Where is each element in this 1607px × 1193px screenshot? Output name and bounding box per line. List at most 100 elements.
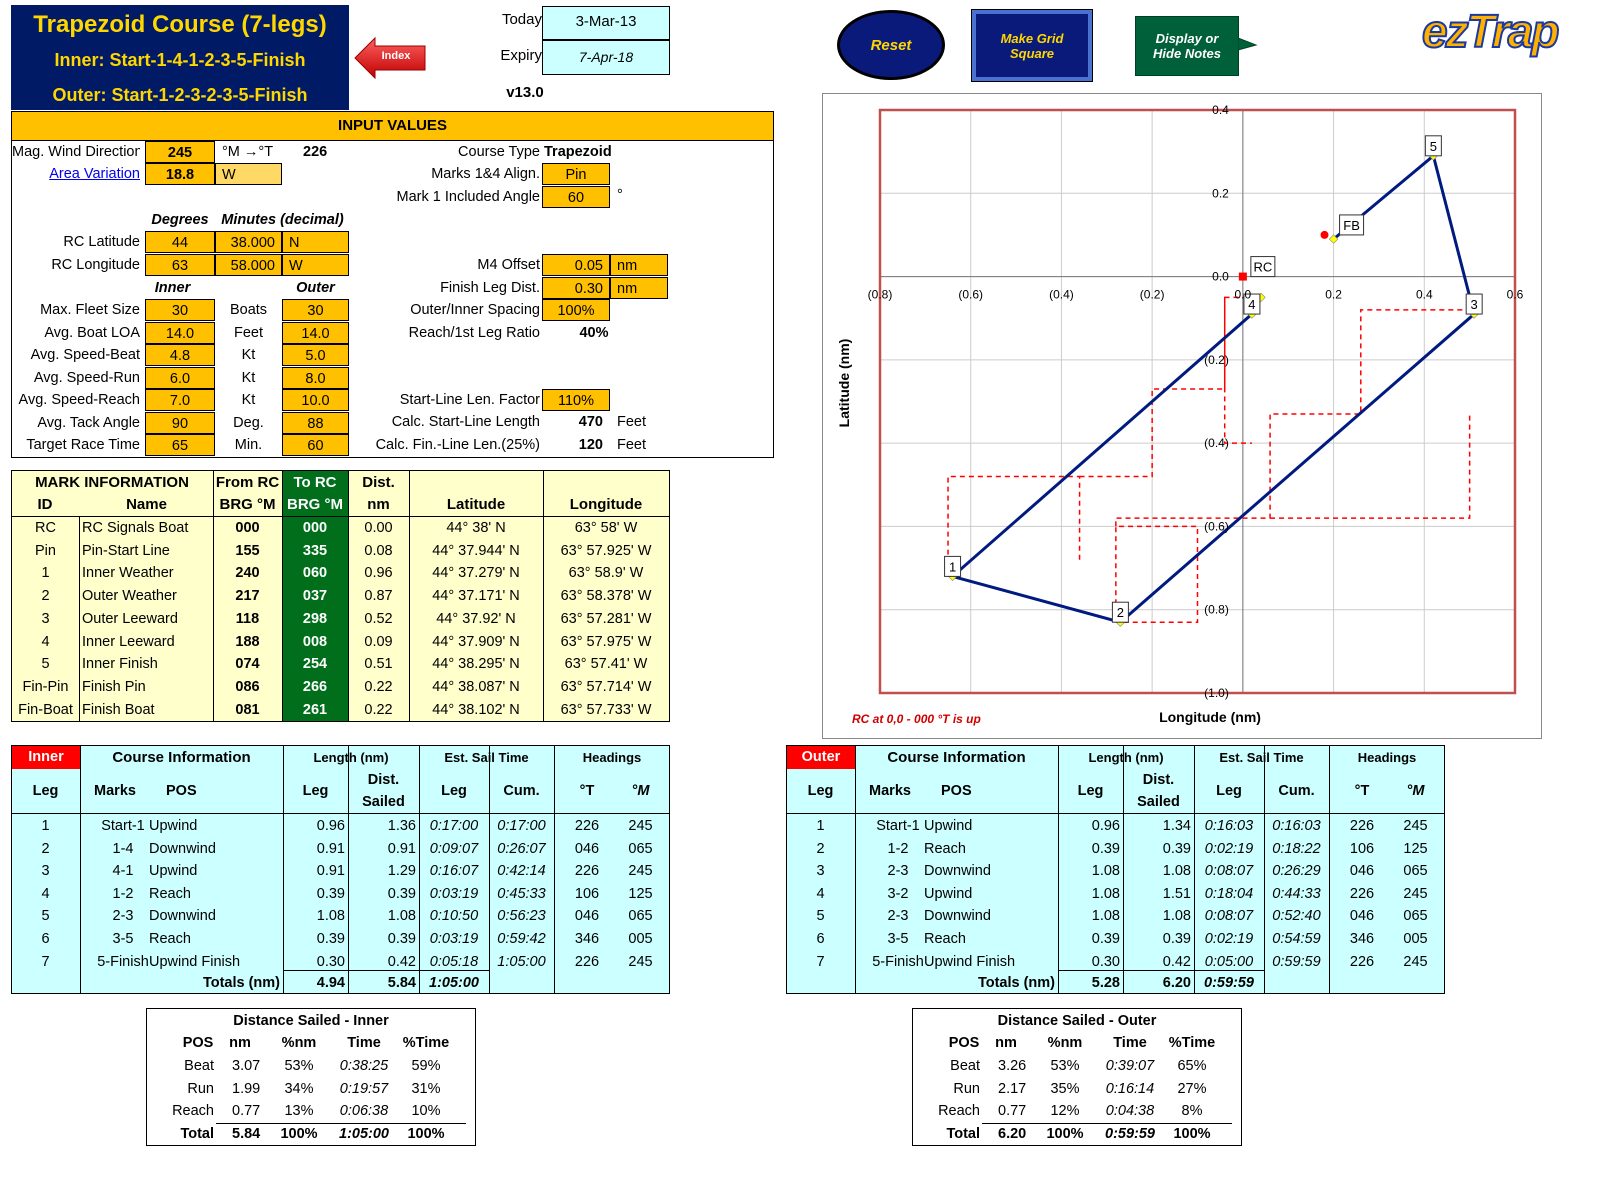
input-values-title: INPUT VALUES: [12, 112, 773, 141]
col-divider: [1264, 746, 1265, 993]
rc-lon-label: RC Longitude: [51, 257, 140, 273]
col-divider: [855, 746, 856, 993]
rc-lon-min[interactable]: 58.000: [215, 254, 282, 276]
course-leg: 2: [41, 840, 50, 857]
total-len: 5.28: [1091, 975, 1120, 991]
align-input[interactable]: Pin: [542, 163, 610, 185]
rc-lat-min[interactable]: 38.000: [215, 231, 282, 253]
course-pos: Downwind: [149, 908, 216, 925]
course-pos: Upwind: [924, 885, 973, 902]
course-dist: 0.39: [1162, 840, 1191, 857]
course-time-leg: 0:03:19: [429, 931, 479, 947]
header-divider: [787, 813, 1444, 814]
input-row-inner[interactable]: 30: [145, 299, 215, 321]
input-row-inner[interactable]: 6.0: [145, 366, 215, 389]
variation-dir[interactable]: W: [215, 163, 282, 185]
rc-lon-deg[interactable]: 63: [145, 254, 215, 276]
total-time: 0:59:59: [1204, 975, 1254, 991]
input-row-outer[interactable]: 60: [282, 434, 349, 456]
rc-lat-deg[interactable]: 44: [145, 231, 215, 253]
course-pos: Upwind Finish: [924, 953, 1016, 970]
mark-from-brg: 074: [235, 656, 260, 673]
make-grid-square-button[interactable]: Make Grid Square: [971, 9, 1093, 82]
spacing-input[interactable]: 100%: [542, 299, 610, 321]
course-leg: 4: [816, 885, 825, 902]
dist-header: Dist.: [1142, 772, 1175, 788]
summary-cell: Total: [180, 1125, 214, 1142]
course-dist: 0.42: [1162, 953, 1191, 970]
course-heading-mag: 125: [628, 885, 653, 902]
y-tick-label: (0.4): [1204, 436, 1229, 450]
mark-label: 5: [1430, 139, 1437, 154]
summary-total-divider: [216, 1123, 466, 1124]
from-rc-header: From RC: [215, 474, 280, 491]
course-len: 0.39: [316, 931, 345, 947]
mark-latitude: 44° 37.944' N: [432, 542, 520, 559]
course-heading-true: 226: [1349, 953, 1375, 970]
input-row-unit: Kt: [241, 392, 256, 408]
input-row-outer[interactable]: 10.0: [282, 389, 349, 411]
x-tick-label: (0.8): [868, 288, 893, 302]
area-variation-link-text[interactable]: Area Variation: [49, 166, 140, 182]
total-len: 4.94: [316, 975, 345, 991]
course-marks: 3-5: [112, 931, 134, 947]
course-pos: Upwind: [924, 818, 973, 834]
input-row-inner[interactable]: 7.0: [145, 389, 215, 411]
reset-button[interactable]: Reset: [837, 10, 945, 80]
input-row-inner[interactable]: 65: [145, 434, 215, 456]
input-row-unit: Deg.: [233, 414, 264, 431]
chart-note: RC at 0,0 - 000 °T is up: [852, 712, 981, 726]
summary-title: Distance Sailed - Outer: [997, 1013, 1157, 1029]
summary-col-header: %Time: [1168, 1035, 1216, 1051]
input-row-outer[interactable]: 14.0: [282, 321, 349, 344]
finline-value: 120: [578, 437, 603, 453]
course-time-cum: 0:42:14: [497, 863, 546, 880]
mark-id: Pin: [35, 542, 56, 559]
mark-label: 4: [1248, 297, 1255, 312]
input-row-inner[interactable]: 4.8: [145, 344, 215, 366]
index-label: Index: [381, 50, 411, 62]
mark-label: 2: [1117, 605, 1124, 620]
summary-cell: 12%: [1050, 1103, 1080, 1119]
summary-cell: 100%: [1173, 1125, 1211, 1142]
index-button[interactable]: Index: [353, 36, 427, 80]
input-row-outer[interactable]: 8.0: [282, 366, 349, 389]
startline-factor-input[interactable]: 110%: [542, 389, 610, 411]
input-row-outer[interactable]: 30: [282, 299, 349, 321]
course-heading-mag: 245: [628, 818, 653, 834]
input-row-inner[interactable]: 14.0: [145, 321, 215, 344]
eztrap-logo: ezTrap: [1421, 4, 1560, 58]
m4-offset-input[interactable]: 0.05: [542, 254, 610, 276]
header-divider: [12, 813, 669, 814]
summary-cell: Run: [187, 1080, 214, 1097]
course-marks: 2-3: [887, 863, 909, 880]
variation-input[interactable]: 18.8: [145, 163, 215, 185]
mark-dist: 0.22: [364, 701, 393, 718]
grid-label-2: Square: [1009, 45, 1055, 61]
wind-input[interactable]: 245: [145, 141, 215, 163]
input-row-inner[interactable]: 90: [145, 411, 215, 434]
course-time-cum: 0:18:22: [1272, 840, 1321, 857]
course-len: 0.30: [316, 953, 345, 970]
course-time-leg: 0:09:07: [429, 840, 479, 857]
summary-cell: 5.84: [232, 1125, 261, 1142]
angle-input[interactable]: 60: [542, 186, 610, 208]
finish-leg-input[interactable]: 0.30: [542, 277, 610, 299]
summary-cell: 100%: [1046, 1125, 1084, 1142]
mark-longitude: 63° 57.975' W: [560, 633, 652, 650]
rc-lon-dir[interactable]: W: [282, 254, 349, 276]
area-variation-link[interactable]: Area Variation: [12, 163, 140, 185]
summary-cell: 0:16:14: [1105, 1080, 1155, 1097]
mark-latitude: 44° 37.171' N: [432, 588, 520, 605]
input-row-outer[interactable]: 88: [282, 411, 349, 434]
course-title: Trapezoid Course (7-legs): [33, 11, 327, 38]
course-info-header: Course Information: [112, 749, 251, 766]
input-row-outer[interactable]: 5.0: [282, 344, 349, 366]
course-leg: 4: [41, 885, 50, 902]
totals-divider: [283, 970, 489, 971]
summary-cell: 13%: [284, 1103, 314, 1119]
summary-cell: 53%: [1050, 1058, 1080, 1074]
rc-lat-dir[interactable]: N: [282, 231, 349, 253]
display-hide-notes-button[interactable]: Display or Hide Notes: [1135, 16, 1239, 76]
summary-total-divider: [982, 1123, 1232, 1124]
